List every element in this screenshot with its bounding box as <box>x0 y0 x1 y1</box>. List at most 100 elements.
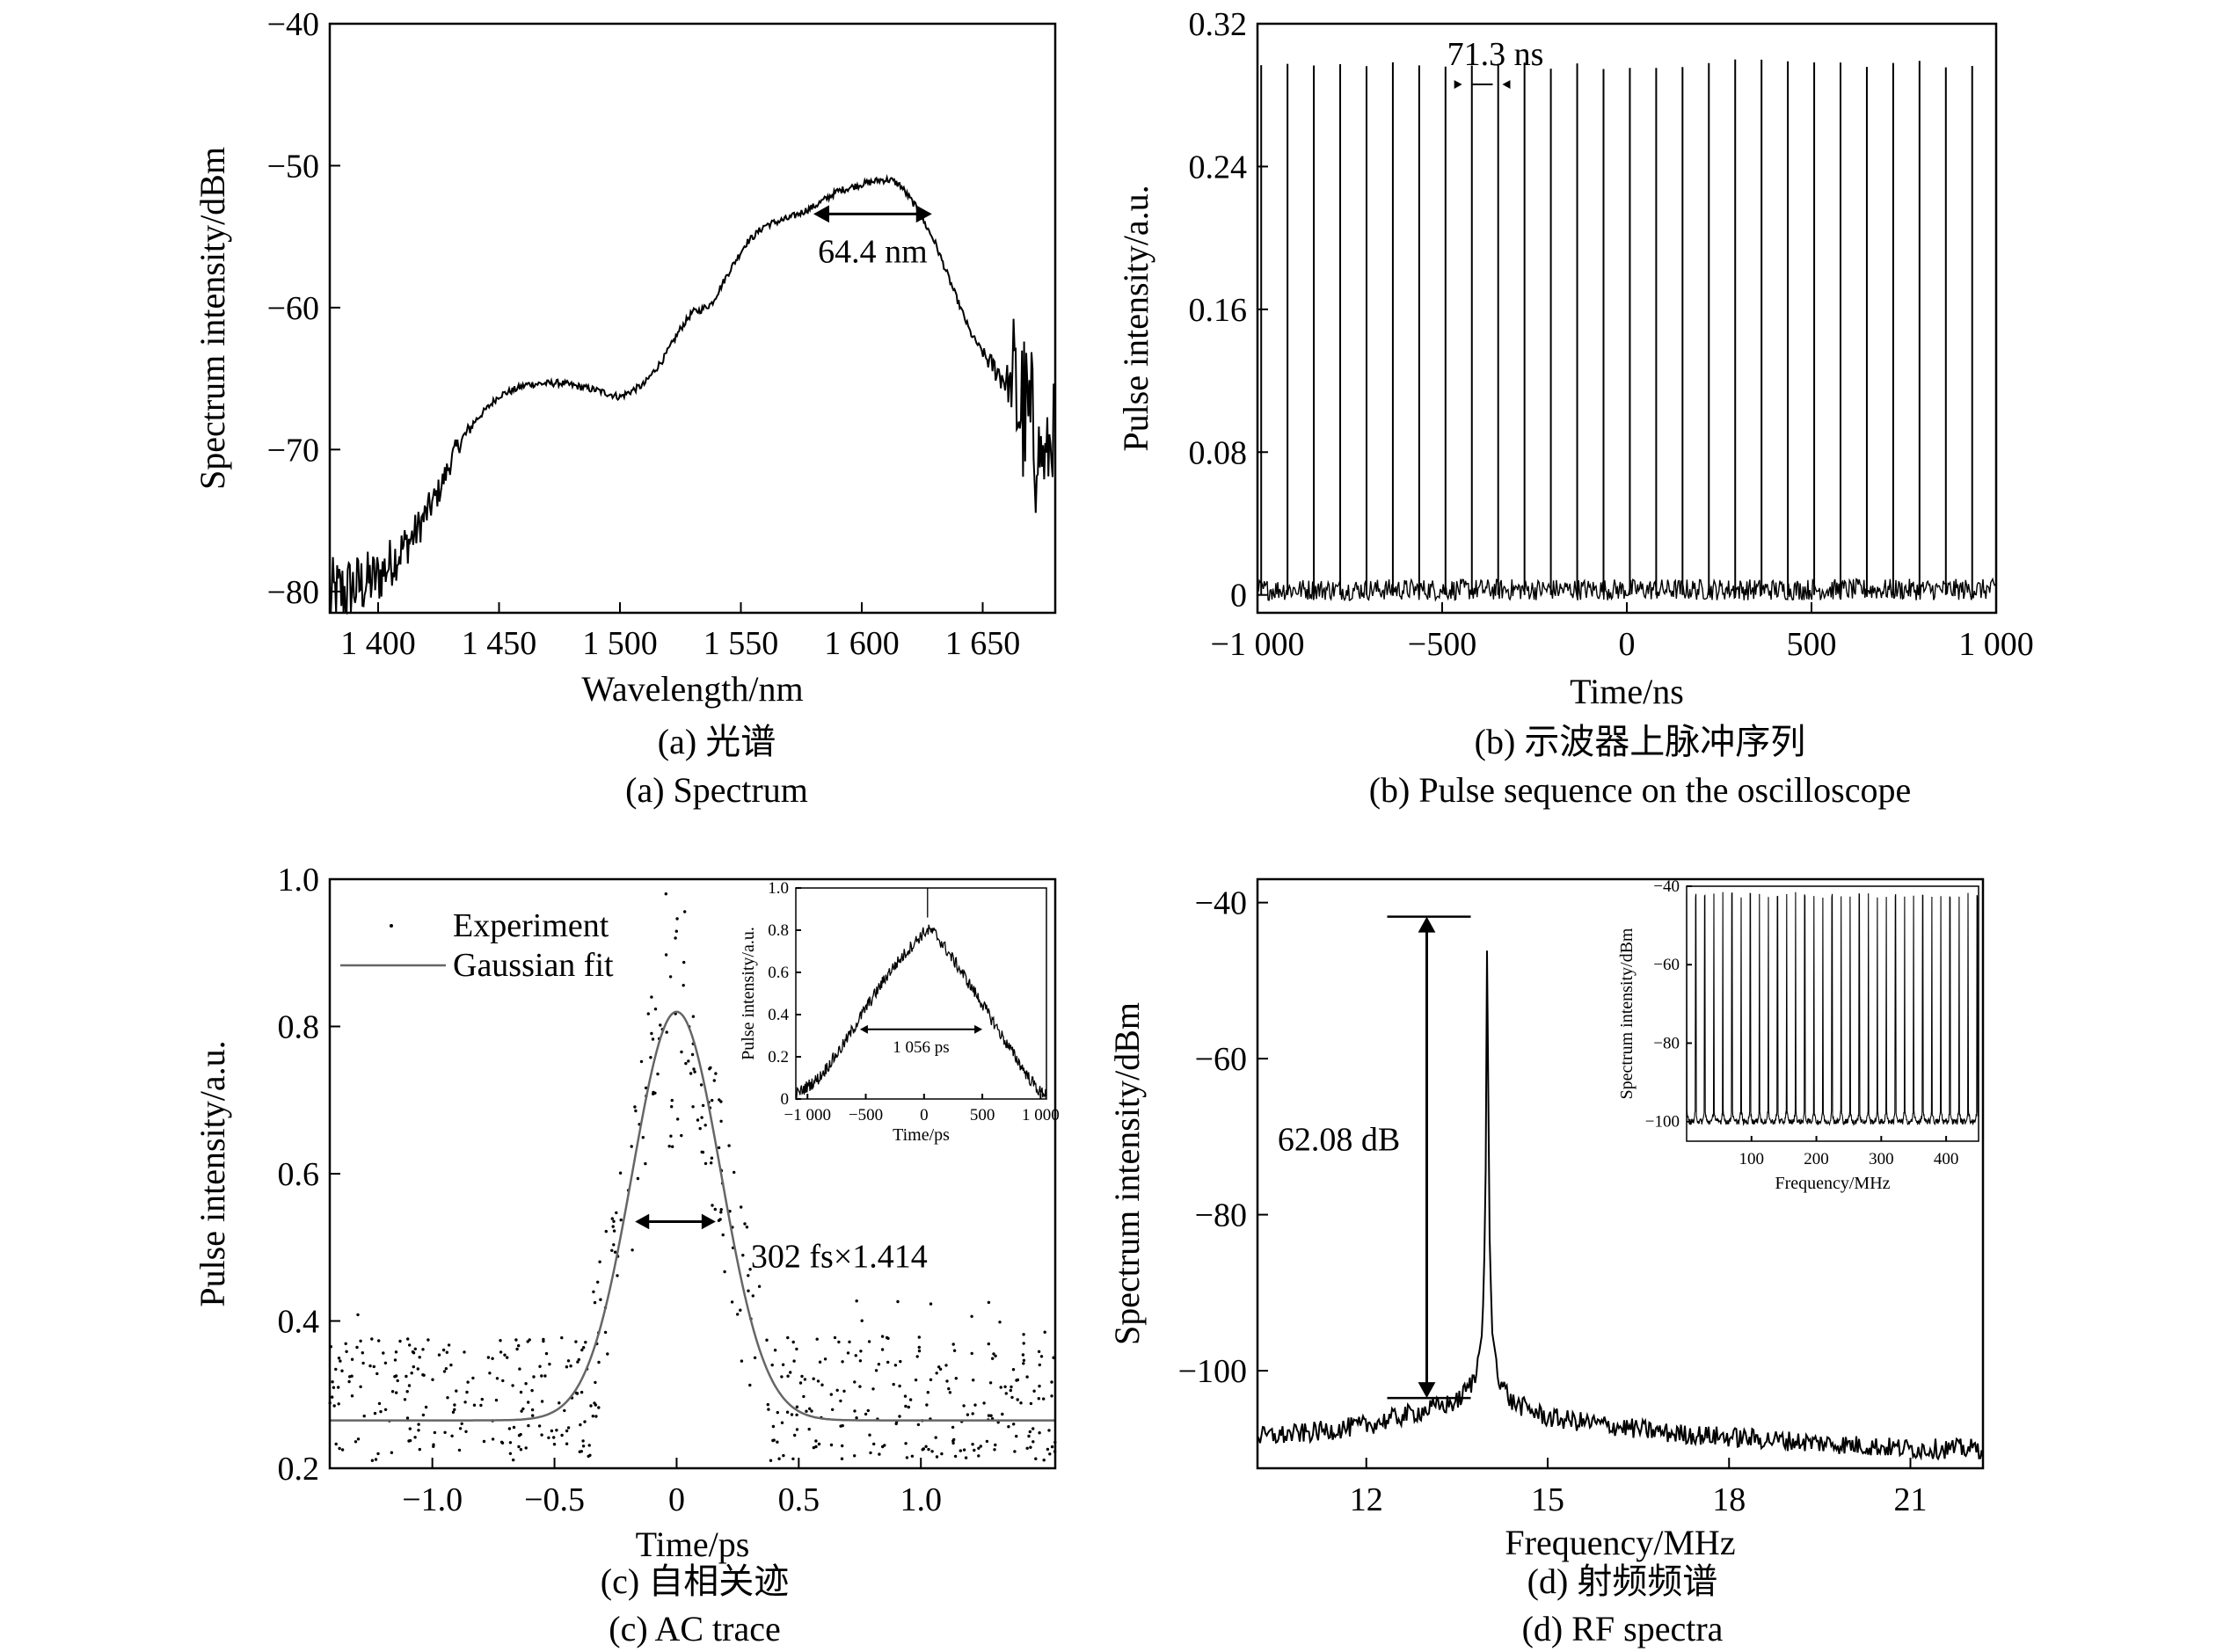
b-y-tick-label: 0.32 <box>1189 6 1248 43</box>
c-experiment-point <box>853 1380 857 1384</box>
c-experiment-point <box>868 1433 871 1437</box>
c-experiment-point <box>417 1429 420 1432</box>
c-experiment-point <box>334 1367 338 1372</box>
c-experiment-point <box>418 1447 421 1452</box>
c-experiment-point <box>395 1391 398 1394</box>
d-snr-arrow-down <box>1418 1382 1436 1399</box>
c-experiment-point <box>610 1217 614 1220</box>
c-inset-plot-frame <box>795 887 1047 1100</box>
c-experiment-point <box>692 1067 696 1071</box>
c-experiment-point <box>653 1008 658 1011</box>
c-inset-trace <box>795 924 1047 1101</box>
caption-d-cn: (d) 射频频谱 <box>1527 1561 1718 1601</box>
c-experiment-point <box>947 1386 951 1391</box>
c-experiment-point <box>837 1340 841 1344</box>
c-experiment-point <box>1025 1446 1029 1451</box>
c-inset-x-tick-label: 500 <box>970 1106 995 1124</box>
c-experiment-point <box>471 1376 475 1380</box>
c-experiment-point <box>580 1390 584 1394</box>
c-experiment-point <box>748 1268 752 1271</box>
c-experiment-point <box>795 1413 798 1417</box>
c-experiment-point <box>944 1364 948 1367</box>
c-experiment-point <box>846 1351 850 1355</box>
c-experiment-point <box>785 1410 790 1414</box>
c-experiment-point <box>508 1452 513 1456</box>
d-inset-x-axis-label: Frequency/MHz <box>1775 1174 1890 1193</box>
a-x-tick-label: 1 650 <box>945 625 1021 662</box>
c-experiment-point <box>952 1349 957 1352</box>
c-experiment-point <box>665 1030 668 1034</box>
c-experiment-point <box>527 1423 530 1428</box>
c-experiment-point <box>780 1375 784 1379</box>
c-experiment-point <box>507 1427 512 1430</box>
c-experiment-point <box>398 1339 402 1343</box>
c-experiment-point <box>560 1335 564 1340</box>
c-experiment-point <box>565 1429 569 1433</box>
c-experiment-point <box>584 1341 587 1344</box>
c-experiment-point <box>583 1420 587 1423</box>
c-experiment-point <box>1001 1412 1004 1416</box>
c-experiment-point <box>1032 1389 1036 1393</box>
c-experiment-point <box>669 1134 673 1138</box>
c-experiment-point <box>674 929 678 933</box>
c-experiment-point <box>1003 1385 1007 1389</box>
c-experiment-point <box>741 1254 745 1257</box>
c-y-axis-label: Pulse intensity/a.u. <box>193 1040 232 1306</box>
c-experiment-point <box>1031 1440 1035 1444</box>
c-gaussian-fit-line <box>330 1010 1054 1422</box>
c-experiment-point <box>769 1459 773 1462</box>
c-experiment-point <box>449 1363 453 1367</box>
c-experiment-point <box>977 1454 980 1458</box>
c-experiment-point <box>1038 1384 1041 1388</box>
c-experiment-point <box>659 1023 662 1027</box>
c-experiment-point <box>867 1340 871 1343</box>
c-x-axis-label: Time/ps <box>636 1525 750 1564</box>
c-experiment-point <box>495 1377 499 1380</box>
c-experiment-point <box>390 1451 394 1454</box>
c-experiment-point <box>1009 1388 1013 1393</box>
c-experiment-point <box>580 1348 584 1352</box>
b-period-arrow-right <box>1502 80 1511 89</box>
c-experiment-point <box>745 1226 749 1229</box>
c-experiment-point <box>446 1396 449 1400</box>
c-experiment-point <box>458 1427 463 1430</box>
c-experiment-point <box>604 1229 608 1234</box>
c-experiment-point <box>1043 1330 1046 1334</box>
a-y-tick-label: −50 <box>267 148 319 185</box>
c-experiment-point <box>898 1415 901 1418</box>
c-experiment-point <box>869 1451 872 1455</box>
c-experiment-point <box>394 1350 398 1354</box>
c-experiment-point <box>566 1426 571 1430</box>
c-inset-x-tick-label: −1 000 <box>784 1106 831 1124</box>
c-experiment-point <box>917 1335 922 1339</box>
c-experiment-point <box>355 1345 359 1350</box>
c-experiment-point <box>886 1360 890 1365</box>
c-experiment-point <box>652 1092 655 1095</box>
c-experiment-point <box>866 1408 870 1413</box>
c-experiment-point <box>612 1219 616 1223</box>
c-experiment-point <box>757 1284 762 1288</box>
c-experiment-point <box>814 1445 818 1449</box>
c-experiment-point <box>680 1133 683 1138</box>
c-experiment-point <box>383 1408 388 1412</box>
c-experiment-point <box>579 1423 582 1427</box>
c-experiment-point <box>740 1359 744 1363</box>
c-experiment-point <box>405 1416 410 1420</box>
c-experiment-point <box>412 1365 415 1369</box>
c-experiment-point <box>547 1436 550 1440</box>
c-experiment-point <box>482 1439 486 1444</box>
c-experiment-point <box>877 1363 881 1366</box>
c-experiment-point <box>332 1404 336 1408</box>
c-experiment-point <box>996 1421 1000 1424</box>
c-experiment-point <box>864 1412 868 1416</box>
c-inset-x-tick-label: −500 <box>849 1106 883 1124</box>
c-experiment-point <box>405 1374 408 1379</box>
c-experiment-point <box>512 1425 516 1430</box>
d-x-tick-label: 21 <box>1894 1481 1928 1518</box>
c-experiment-point <box>412 1351 416 1355</box>
panel-a-spectrum: 1 400 1 450 1 500 1 550 1 600 1 650 −40 −50 −60 −… <box>193 6 1057 709</box>
c-experiment-point <box>537 1424 542 1428</box>
c-experiment-point <box>1048 1452 1052 1456</box>
c-experiment-point <box>892 1382 895 1386</box>
